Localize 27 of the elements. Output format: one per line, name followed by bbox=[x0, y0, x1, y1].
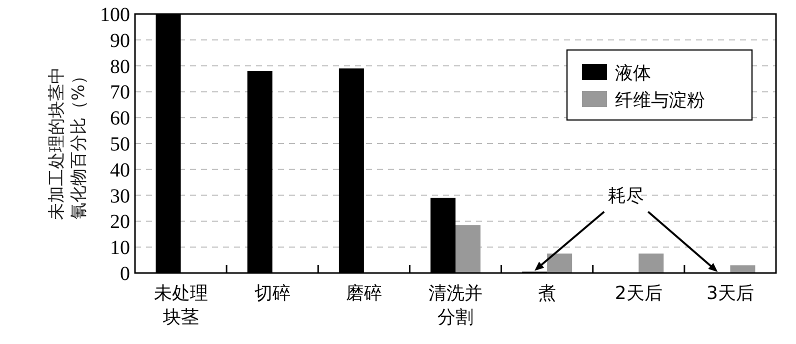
y-tick-label: 60 bbox=[110, 108, 130, 130]
y-tick-label: 40 bbox=[110, 159, 130, 182]
y-tick-label: 30 bbox=[110, 185, 130, 208]
x-tick-label: 清洗并分割 bbox=[428, 283, 482, 328]
annotation: 耗尽 bbox=[608, 186, 644, 207]
x-tick-label: 煮 bbox=[538, 283, 556, 304]
bar bbox=[456, 225, 480, 273]
legend-label: 纤维与淀粉 bbox=[615, 90, 705, 111]
bar bbox=[638, 254, 664, 273]
y-tick-label: 70 bbox=[110, 82, 130, 104]
y-tick-label: 0 bbox=[120, 263, 130, 285]
legend-label: 液体 bbox=[615, 63, 651, 84]
x-tick-label: 未处理块茎 bbox=[154, 283, 208, 328]
y-tick-label: 80 bbox=[110, 56, 130, 78]
y-tick-label: 10 bbox=[110, 237, 130, 260]
bar bbox=[730, 265, 756, 273]
y-tick-label: 20 bbox=[110, 211, 130, 234]
y-tick-label: 90 bbox=[110, 30, 130, 52]
x-tick-label: 切碎 bbox=[254, 283, 290, 304]
bar bbox=[547, 254, 572, 273]
x-tick-label: 2天后 bbox=[614, 283, 662, 304]
y-tick-label: 100 bbox=[100, 4, 130, 26]
x-tick-label: 3天后 bbox=[706, 283, 754, 304]
y-axis-title: 未加工处理的块茎中氰化物百分比（%） bbox=[47, 67, 89, 220]
annotation: 耗尽 bbox=[534, 186, 718, 272]
x-tick-label: 磨碎 bbox=[346, 283, 382, 304]
y-tick-label: 50 bbox=[110, 134, 130, 156]
